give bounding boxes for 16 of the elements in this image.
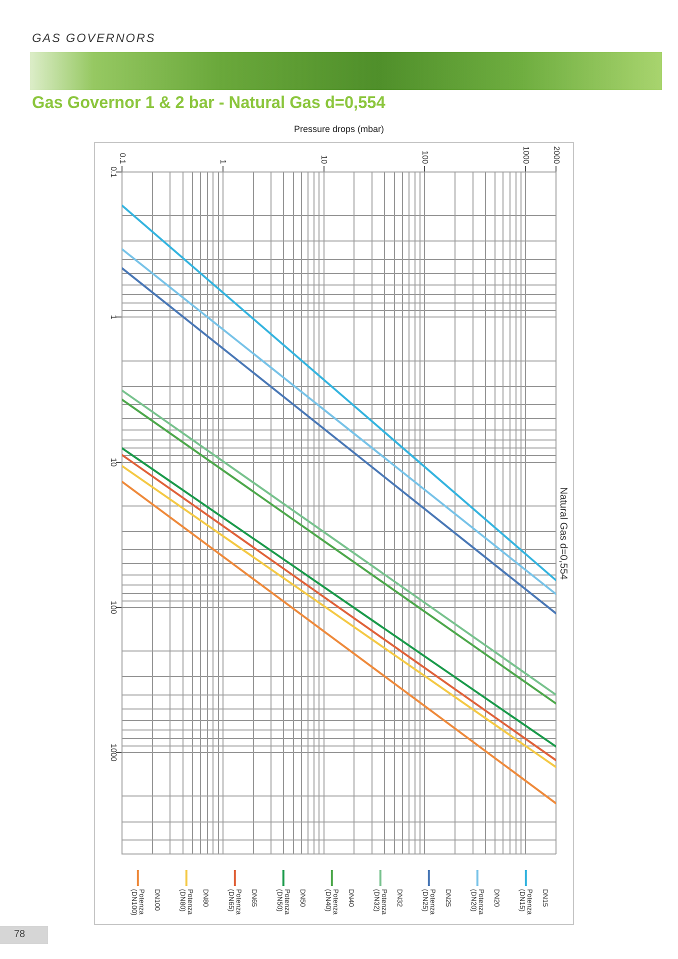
x-tick-label: 100: [420, 150, 430, 165]
x-tick-label: 1000: [521, 146, 530, 165]
text: Natural Gas d=0,554: [557, 487, 568, 580]
y-tick-label: 1: [108, 314, 118, 320]
text: GAS GOVERNORS: [32, 31, 156, 45]
x-tick-label: 1: [218, 160, 228, 165]
y-tick-label: 10: [108, 458, 118, 468]
y-tick-label: 1000: [108, 744, 118, 762]
x-tick-label: 0.1: [118, 152, 127, 165]
x-tick-label: 2000: [552, 146, 561, 165]
y-tick-label: 100: [108, 600, 118, 615]
chart-title: Gas Governor 1 & 2 bar - Natural Gas d=0,554: [32, 93, 386, 113]
x-axis-title: Pressure drops (mbar): [294, 124, 384, 134]
x-tick-label: 10: [320, 155, 329, 165]
y-tick-label: 0.1: [108, 166, 118, 178]
text: 78: [14, 929, 26, 940]
